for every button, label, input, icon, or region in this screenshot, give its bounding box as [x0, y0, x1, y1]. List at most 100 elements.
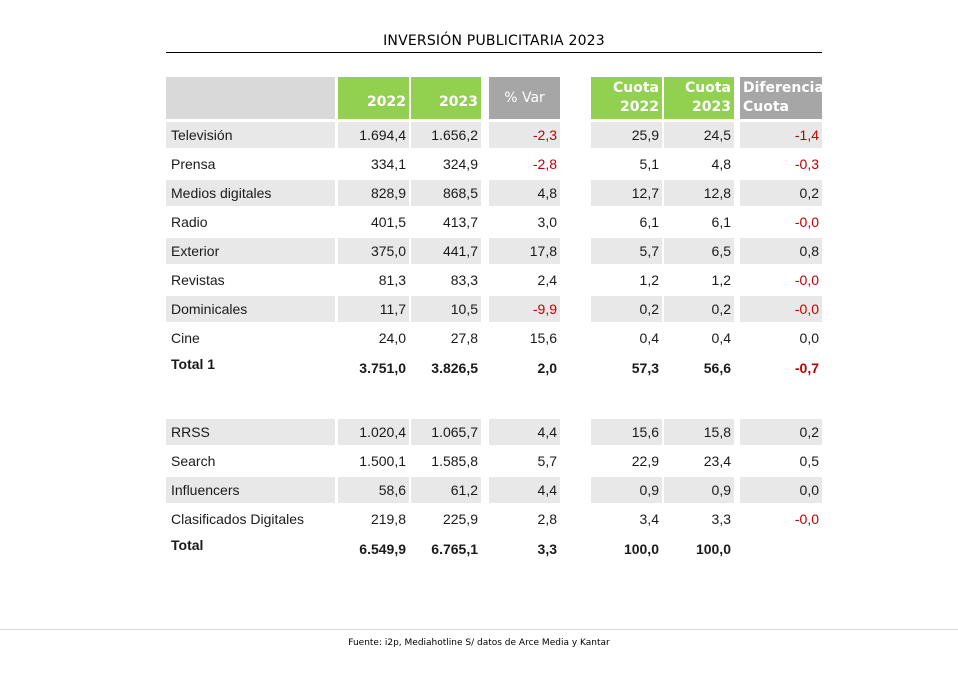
table-row-v2023: 1.585,8 [431, 453, 478, 469]
table-row-label: Influencers [166, 477, 335, 503]
table-row-c2022: 0,9 [591, 477, 662, 503]
table-row-c2022: 5,1 [639, 156, 659, 172]
table-row-c2023: 12,8 [664, 180, 734, 206]
table-row-c2023: 6,1 [711, 214, 731, 230]
table-row-var: 17,8 [489, 238, 560, 264]
header-2023: 2023 [411, 77, 481, 119]
table-row-dif: 0,0 [740, 477, 822, 503]
table-row-var: -2,3 [489, 122, 560, 148]
total-row-v2023: 6.765,1 [431, 541, 478, 557]
table-row-label: Exterior [166, 238, 335, 264]
table-row-c2022: 22,9 [631, 453, 659, 469]
table-row-c2022: 0,2 [591, 296, 662, 322]
total-row-v2022: 6.549,9 [359, 541, 406, 557]
table-row-var: -9,9 [489, 296, 560, 322]
table-row-v2022: 24,0 [378, 330, 406, 346]
total-1-row-v2023: 3.826,5 [431, 360, 478, 376]
total-row-label: Total [171, 537, 204, 553]
table-row-c2022: 6,1 [639, 214, 659, 230]
footer-divider [0, 629, 958, 630]
table-row-c2023: 6,5 [664, 238, 734, 264]
table-row-label: Radio [171, 214, 208, 230]
table-row-var: 2,8 [537, 511, 557, 527]
table-row-label: Dominicales [166, 296, 335, 322]
total-row-var: 3,3 [537, 541, 557, 557]
header-cuota-2023: Cuota 2023 [664, 77, 734, 119]
table-row-v2022: 219,8 [370, 511, 406, 527]
table-row-c2023: 3,3 [711, 511, 731, 527]
table-row-c2023: 4,8 [711, 156, 731, 172]
table-row-var: 4,4 [489, 419, 560, 445]
table-row-label: Medios digitales [166, 180, 335, 206]
table-row-label: Revistas [171, 272, 225, 288]
header-cuota-2022: Cuota 2022 [591, 77, 662, 119]
table-row-c2023: 0,4 [711, 330, 731, 346]
table-row-var: 5,7 [537, 453, 557, 469]
table-row-c2023: 24,5 [664, 122, 734, 148]
table-row-var: 15,6 [529, 330, 557, 346]
total-1-row-c2022: 57,3 [631, 360, 659, 376]
table-row-c2022: 15,6 [591, 419, 662, 445]
table-row-var: 4,4 [489, 477, 560, 503]
table-row-var: -2,8 [532, 156, 557, 172]
table-row-c2022: 12,7 [591, 180, 662, 206]
table-row-v2023: 83,3 [450, 272, 478, 288]
table-row-label: Search [171, 453, 216, 469]
table-row-c2023: 0,2 [664, 296, 734, 322]
total-1-row-v2022: 3.751,0 [359, 360, 406, 376]
table-row-dif: 0,8 [740, 238, 822, 264]
table-row-var: 2,4 [537, 272, 557, 288]
header-var: % Var [489, 77, 560, 119]
total-row-c2022: 100,0 [623, 541, 659, 557]
page-title: INVERSIÓN PUBLICITARIA 2023 [383, 33, 605, 49]
header-2022: 2022 [338, 77, 409, 119]
table-row-dif: -0,0 [794, 511, 819, 527]
table-row-dif: -0,0 [794, 272, 819, 288]
source-footnote: Fuente: i2p, Mediahotline S/ datos de Ar… [348, 638, 610, 648]
title-underline [166, 52, 822, 53]
table-row-dif: -0,3 [794, 156, 819, 172]
table-row-dif: 0,0 [799, 330, 819, 346]
table-row-label: Clasificados Digitales [171, 511, 305, 527]
table-row-c2023: 15,8 [664, 419, 734, 445]
table-row-v2022: 334,1 [370, 156, 406, 172]
table-row-v2022: 58,6 [338, 477, 409, 503]
table-row-label: Cine [171, 330, 200, 346]
table-row-v2023: 61,2 [411, 477, 481, 503]
table-row-v2023: 27,8 [450, 330, 478, 346]
table-row-v2022: 375,0 [338, 238, 409, 264]
table-row-v2022: 1.020,4 [338, 419, 409, 445]
table-row-v2022: 81,3 [378, 272, 406, 288]
header-diferencia-cuota: Diferencia Cuota [740, 77, 824, 119]
total-row-dif [740, 536, 822, 562]
table-row-v2022: 1.694,4 [338, 122, 409, 148]
table-row-var: 4,8 [489, 180, 560, 206]
table-row-v2023: 868,5 [411, 180, 481, 206]
table-row-dif: -0,0 [740, 296, 822, 322]
table-row-v2023: 441,7 [411, 238, 481, 264]
table-row-label: RRSS [166, 419, 335, 445]
table-row-c2022: 1,2 [639, 272, 659, 288]
table-row-dif: -0,0 [794, 214, 819, 230]
table-row-v2023: 10,5 [411, 296, 481, 322]
table-row-v2022: 828,9 [338, 180, 409, 206]
table-row-label: Prensa [171, 156, 216, 172]
table-row-c2022: 3,4 [639, 511, 659, 527]
table-row-v2023: 1.656,2 [411, 122, 481, 148]
total-1-row-label: Total 1 [171, 356, 216, 372]
table-row-dif: 0,5 [799, 453, 819, 469]
table-row-dif: 0,2 [740, 180, 822, 206]
table-row-c2023: 1,2 [711, 272, 731, 288]
table-row-c2022: 0,4 [639, 330, 659, 346]
table-row-c2022: 5,7 [591, 238, 662, 264]
table-row-c2023: 0,9 [664, 477, 734, 503]
table-row-v2023: 225,9 [442, 511, 478, 527]
table-row-dif: 0,2 [740, 419, 822, 445]
total-1-row-c2023: 56,6 [703, 360, 731, 376]
total-row-c2023: 100,0 [695, 541, 731, 557]
table-row-v2022: 401,5 [370, 214, 406, 230]
table-row-v2022: 1.500,1 [359, 453, 406, 469]
table-row-var: 3,0 [537, 214, 557, 230]
table-row-v2022: 11,7 [338, 296, 409, 322]
total-1-row-dif: -0,7 [794, 360, 819, 376]
